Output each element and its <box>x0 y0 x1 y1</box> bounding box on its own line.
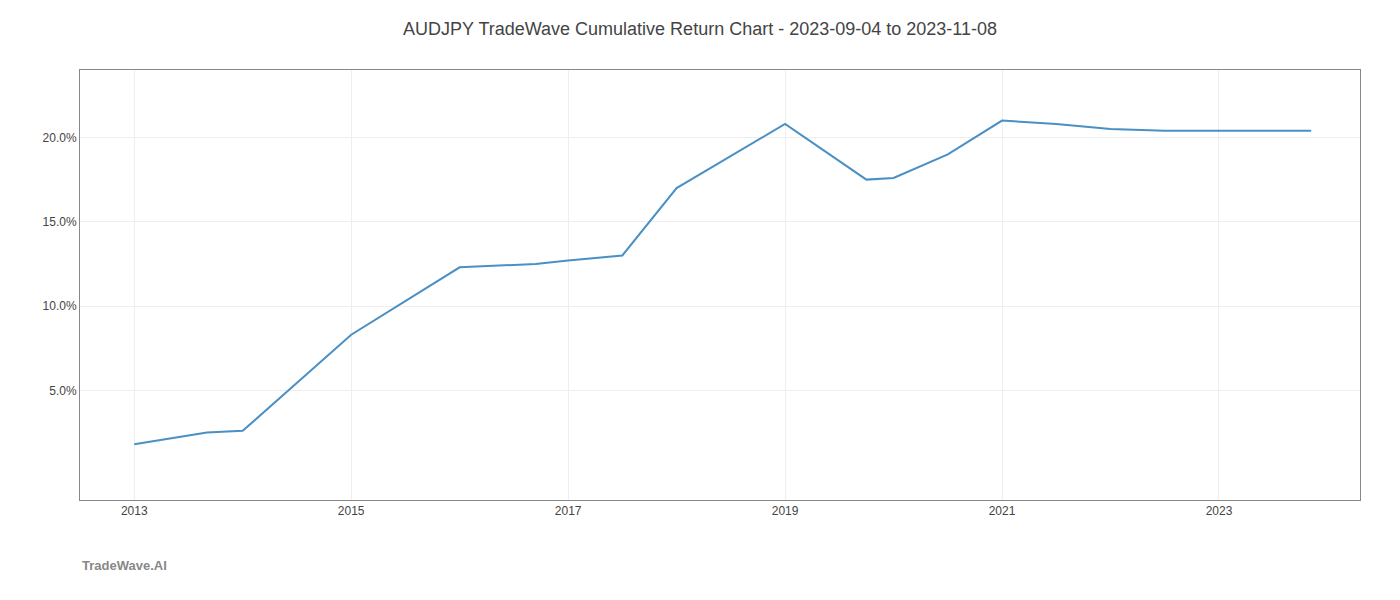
svg-text:5.0%: 5.0% <box>49 384 77 398</box>
svg-text:15.0%: 15.0% <box>43 215 77 229</box>
svg-text:TradeWave.AI: TradeWave.AI <box>82 558 167 573</box>
svg-text:AUDJPY TradeWave Cumulative Re: AUDJPY TradeWave Cumulative Return Chart… <box>403 19 997 39</box>
svg-text:2019: 2019 <box>772 504 799 518</box>
svg-text:2015: 2015 <box>338 504 365 518</box>
svg-text:2017: 2017 <box>555 504 582 518</box>
svg-text:2023: 2023 <box>1206 504 1233 518</box>
svg-text:2013: 2013 <box>121 504 148 518</box>
svg-text:2021: 2021 <box>989 504 1016 518</box>
svg-text:20.0%: 20.0% <box>43 131 77 145</box>
svg-text:10.0%: 10.0% <box>43 299 77 313</box>
